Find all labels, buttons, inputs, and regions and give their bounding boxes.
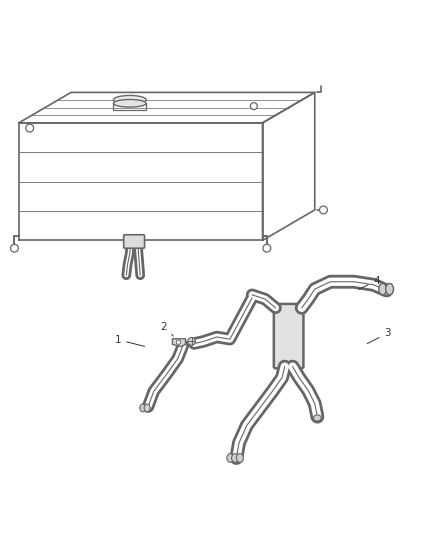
Text: 2: 2 xyxy=(160,321,173,336)
Ellipse shape xyxy=(314,415,321,421)
Circle shape xyxy=(263,244,271,252)
FancyBboxPatch shape xyxy=(124,235,145,248)
Text: 1: 1 xyxy=(115,335,145,346)
Circle shape xyxy=(177,340,181,344)
Ellipse shape xyxy=(232,454,239,462)
Circle shape xyxy=(26,124,34,132)
Polygon shape xyxy=(173,339,185,346)
Ellipse shape xyxy=(113,100,146,107)
Text: 4: 4 xyxy=(359,276,380,289)
Circle shape xyxy=(187,337,195,345)
Circle shape xyxy=(11,244,18,252)
Ellipse shape xyxy=(144,404,150,412)
Ellipse shape xyxy=(227,454,234,462)
Circle shape xyxy=(320,206,327,214)
Ellipse shape xyxy=(386,284,393,295)
Text: 3: 3 xyxy=(367,328,391,344)
Ellipse shape xyxy=(140,404,146,412)
Circle shape xyxy=(251,103,257,110)
Ellipse shape xyxy=(237,454,244,462)
Ellipse shape xyxy=(379,284,387,295)
Ellipse shape xyxy=(113,95,146,104)
FancyBboxPatch shape xyxy=(274,304,304,368)
